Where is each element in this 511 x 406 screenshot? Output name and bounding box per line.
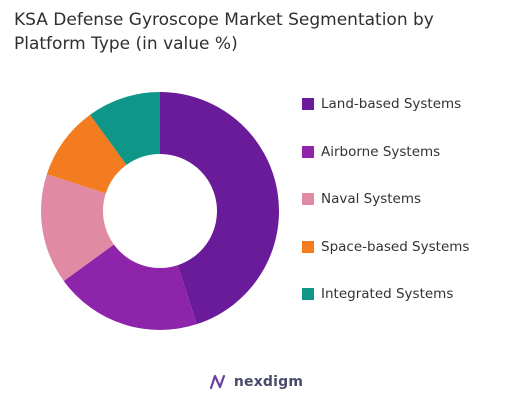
legend-item: Integrated Systems [302,282,507,306]
nexdigm-logo-icon [209,374,225,390]
legend-swatch [302,145,314,158]
legend-label: Space-based Systems [321,238,470,255]
legend-item: Space-based Systems [302,235,507,259]
logo-text: nexdigm [233,374,304,390]
legend-swatch [302,288,314,301]
chart-legend: Land-based Systems Airborne Systems Naval … [302,92,507,330]
donut-slice-airborne-systems [63,244,197,331]
legend-item: Naval Systems [302,187,507,211]
legend-item: Land-based Systems [302,92,507,116]
legend-swatch [302,98,314,110]
legend-item: Airborne Systems [302,140,507,164]
legend-swatch [302,193,314,206]
legend-label: Land-based Systems [321,96,462,112]
legend-swatch [302,240,314,253]
donut-slice-integrated-systems [90,92,160,165]
brand-logo: nexdigm [0,372,511,392]
legend-label: Naval Systems [321,191,422,208]
donut-slice-naval-systems [40,174,114,281]
legend-label: Airborne Systems [321,143,441,160]
donut-slice-land-based-systems [160,92,280,325]
donut-slice-space-based-systems [46,114,127,194]
chart-title: KSA Defense Gyroscope Market Segmentatio… [14,10,434,54]
legend-label: Integrated Systems [321,286,454,303]
